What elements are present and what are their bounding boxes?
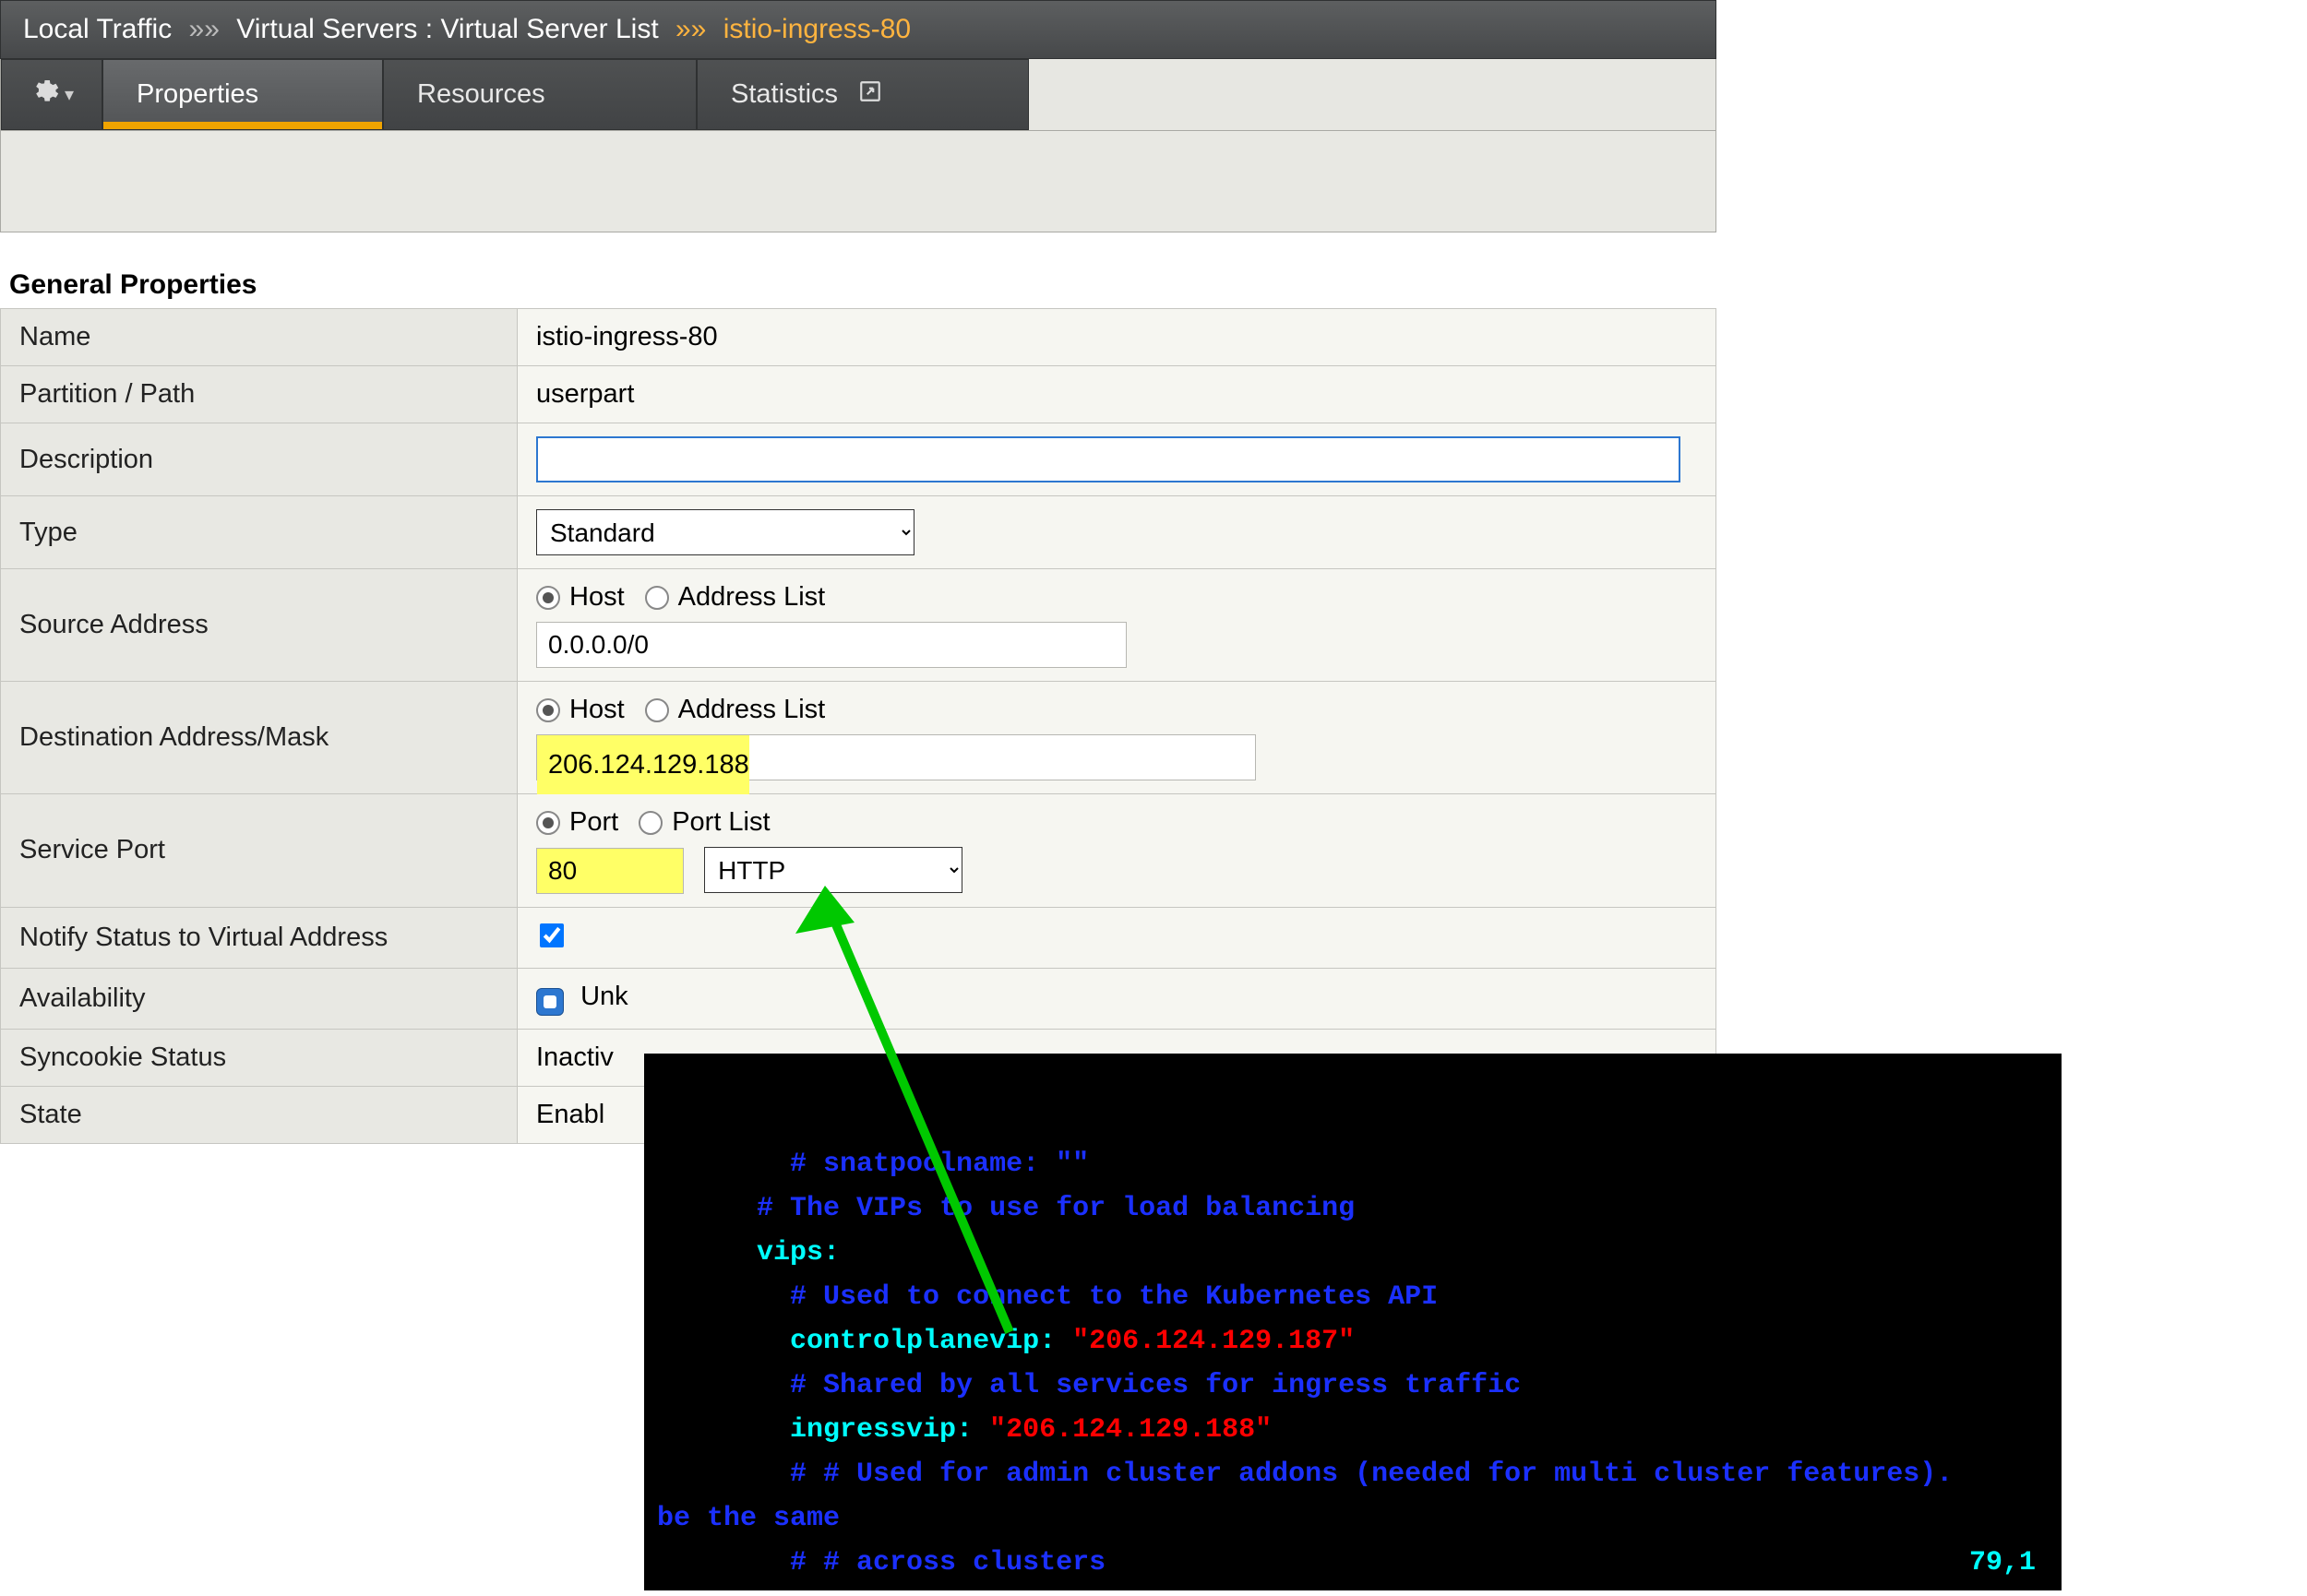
terminal-line: be the same <box>657 1496 2049 1541</box>
label-syncookie: Syncookie Status <box>1 1029 518 1086</box>
radio-label: Port List <box>672 807 770 838</box>
properties-table: Name istio-ingress-80 Partition / Path u… <box>0 308 1716 1144</box>
label-name: Name <box>1 309 518 366</box>
radio-dest-addrlist[interactable] <box>645 698 669 722</box>
value-partition: userpart <box>518 366 1716 423</box>
tab-properties[interactable]: Properties <box>102 59 383 130</box>
tab-resources[interactable]: Resources <box>383 59 697 130</box>
terminal-line: # Used to connect to the Kubernetes API <box>657 1275 2049 1319</box>
radio-label: Host <box>569 695 625 725</box>
radio-label: Address List <box>678 582 826 613</box>
terminal-cursor-position: 79,1 <box>1969 1541 2036 1585</box>
gear-menu-button[interactable]: ▾ <box>1 59 102 130</box>
content-pad <box>0 131 1716 232</box>
breadcrumb-page: Virtual Servers : Virtual Server List <box>236 14 658 45</box>
port-protocol-select[interactable]: HTTP <box>704 847 962 893</box>
tab-label: Resources <box>417 79 545 110</box>
breadcrumb-sep-icon: »» <box>181 14 227 45</box>
terminal-line: # # across clusters <box>657 1541 2049 1585</box>
radio-dest-host[interactable] <box>536 698 560 722</box>
label-service-port: Service Port <box>1 794 518 908</box>
label-dest-address: Destination Address/Mask <box>1 682 518 794</box>
label-state: State <box>1 1086 518 1143</box>
radio-label: Host <box>569 582 625 613</box>
chevron-down-icon: ▾ <box>65 83 74 106</box>
dest-host-input[interactable]: 206.124.129.188 <box>537 735 749 794</box>
status-icon <box>536 988 564 1016</box>
terminal-overlay: 79,1 # snatpoolname: "" # The VIPs to us… <box>644 1054 2062 1590</box>
breadcrumb: Local Traffic »» Virtual Servers : Virtu… <box>0 0 1716 59</box>
source-host-input[interactable] <box>536 622 1127 668</box>
terminal-line: ingressvip: "206.124.129.188" <box>657 1408 2049 1452</box>
state-select[interactable]: Enabl <box>536 1100 604 1129</box>
label-description: Description <box>1 423 518 496</box>
tab-label: Statistics <box>731 79 838 110</box>
port-input[interactable] <box>536 848 684 894</box>
radio-portlist[interactable] <box>639 811 663 835</box>
value-availability: Unk <box>580 982 628 1011</box>
terminal-line: controlplanevip: "206.124.129.187" <box>657 1319 2049 1364</box>
value-name: istio-ingress-80 <box>518 309 1716 366</box>
label-type: Type <box>1 496 518 569</box>
terminal-line: addonsvip: "206.124.129.189" <box>657 1585 2049 1590</box>
terminal-line: # snatpoolname: "" <box>657 1142 2049 1186</box>
popout-icon <box>858 79 882 111</box>
radio-port[interactable] <box>536 811 560 835</box>
radio-source-addrlist[interactable] <box>645 586 669 610</box>
radio-source-host[interactable] <box>536 586 560 610</box>
breadcrumb-sep-icon: »» <box>668 14 714 45</box>
label-source-address: Source Address <box>1 569 518 682</box>
label-partition: Partition / Path <box>1 366 518 423</box>
label-availability: Availability <box>1 968 518 1029</box>
gear-icon <box>30 77 59 113</box>
notify-checkbox[interactable] <box>540 923 564 947</box>
label-notify: Notify Status to Virtual Address <box>1 907 518 968</box>
section-title: General Properties <box>0 232 1716 308</box>
tab-bar: ▾ Properties Resources Statistics <box>0 59 1716 131</box>
terminal-line: # Shared by all services for ingress tra… <box>657 1364 2049 1408</box>
radio-label: Address List <box>678 695 826 725</box>
tab-statistics[interactable]: Statistics <box>697 59 1029 130</box>
breadcrumb-item: istio-ingress-80 <box>723 14 911 45</box>
terminal-line: # # Used for admin cluster addons (neede… <box>657 1452 2049 1496</box>
breadcrumb-section: Local Traffic <box>23 14 172 45</box>
radio-label: Port <box>569 807 618 838</box>
description-input[interactable] <box>536 436 1680 482</box>
type-select[interactable]: Standard <box>536 509 914 555</box>
tab-label: Properties <box>137 79 258 110</box>
terminal-line: # The VIPs to use for load balancing <box>657 1186 2049 1231</box>
terminal-line: vips: <box>657 1231 2049 1275</box>
